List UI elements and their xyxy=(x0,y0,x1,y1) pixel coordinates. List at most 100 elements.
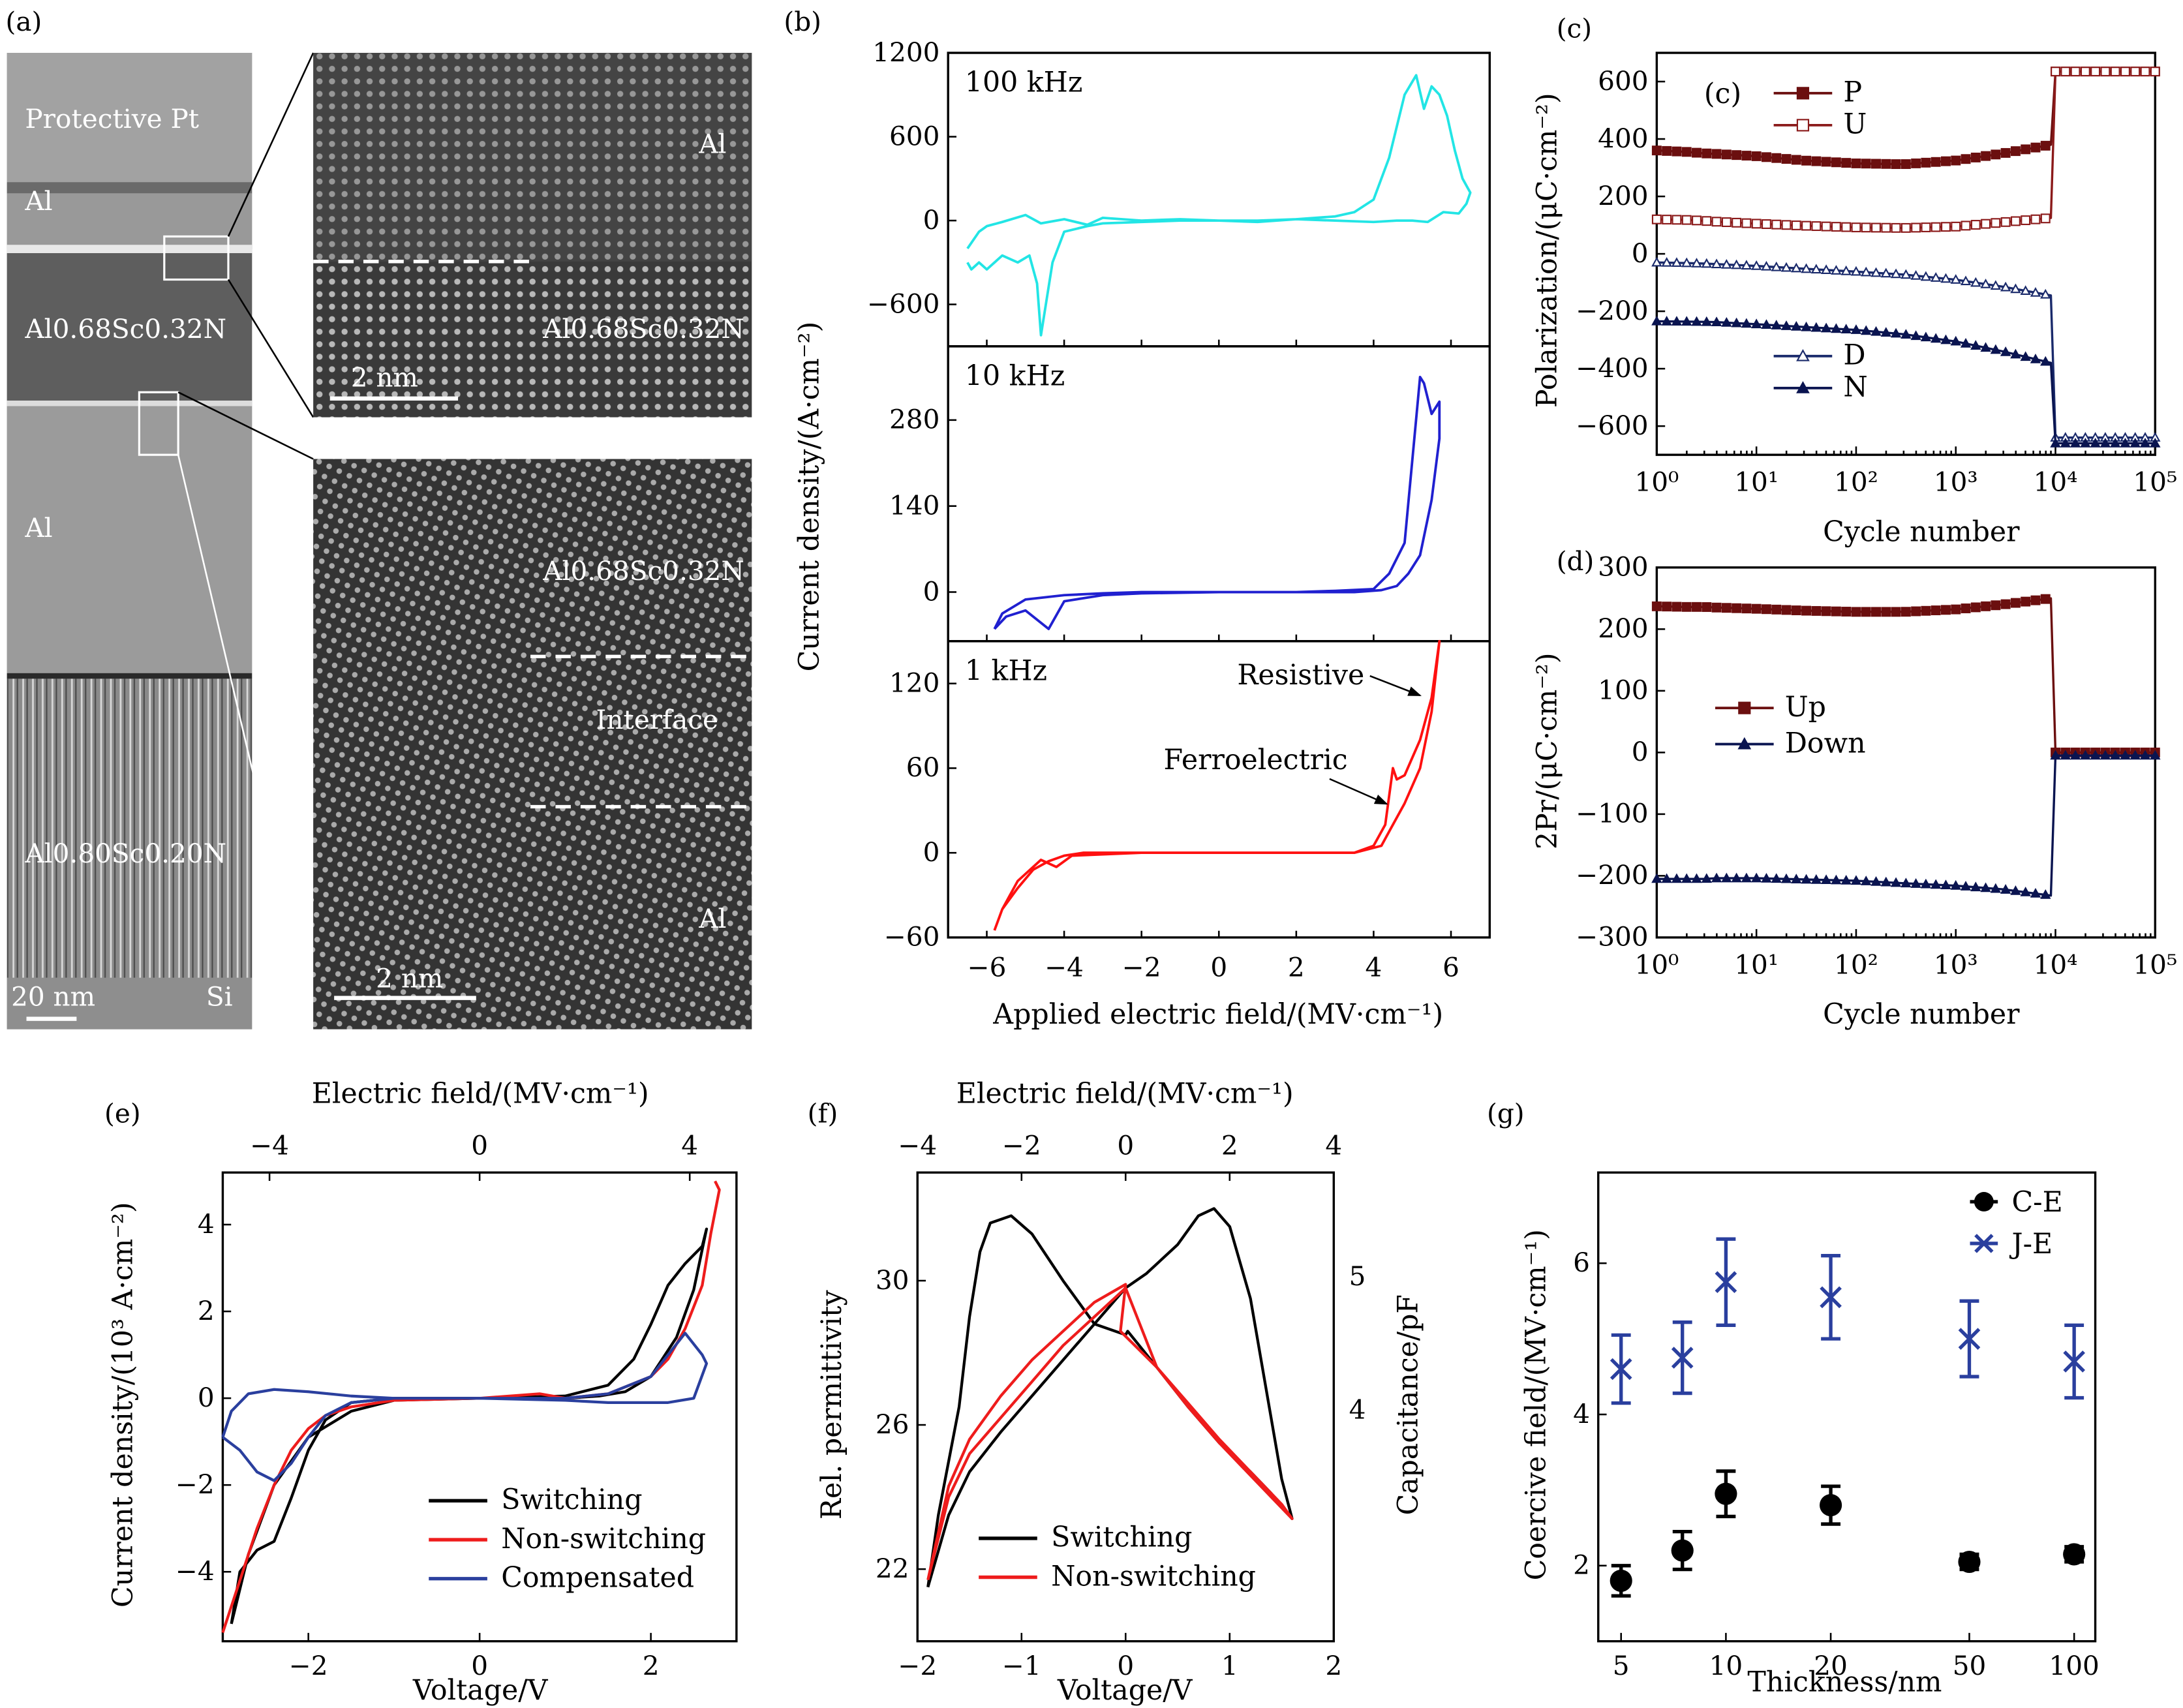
data-point xyxy=(1651,873,1662,883)
data-point xyxy=(2040,288,2051,299)
data-point xyxy=(1970,220,1981,230)
data-point xyxy=(1702,602,1712,612)
y-tick-label: −100 xyxy=(1576,798,1648,829)
data-point xyxy=(1991,149,2001,160)
data-point xyxy=(1732,603,1742,613)
data-point xyxy=(2139,750,2151,760)
data-point xyxy=(1960,337,1972,348)
data-point xyxy=(1960,881,1972,891)
data-point xyxy=(1891,222,1901,233)
data-point xyxy=(1810,874,1822,884)
data-point xyxy=(1870,267,1882,277)
data-point xyxy=(1861,876,1872,885)
data-point xyxy=(1662,602,1672,612)
y-tick-label: 0 xyxy=(923,836,940,868)
tem-overview: Protective Pt Al Al0.68Sc0.32N Al Al0.80… xyxy=(7,53,252,1029)
y-tick-label: 200 xyxy=(1598,613,1648,644)
legend-label-Compensated: Compensated xyxy=(501,1562,694,1594)
data-point xyxy=(1671,1539,1694,1562)
x-tick-label: 10⁰ xyxy=(1634,466,1679,498)
data-point xyxy=(2010,885,2021,895)
data-point xyxy=(1811,221,1822,232)
data-point xyxy=(2000,884,2011,894)
data-point xyxy=(1691,873,1702,883)
data-point xyxy=(1751,219,1762,229)
data-point xyxy=(1810,264,1822,274)
data-point xyxy=(1930,879,1942,889)
data-point xyxy=(1731,872,1742,883)
data-point xyxy=(1672,146,1682,157)
y-tick-label: 60 xyxy=(906,752,940,783)
y-tick-label: 6 xyxy=(1573,1247,1590,1278)
plot-frame xyxy=(1655,52,2157,456)
x2-tick-label: 0 xyxy=(1117,1130,1134,1161)
data-point xyxy=(2120,67,2130,77)
data-point xyxy=(1901,222,1911,233)
data-point xyxy=(1750,260,1762,270)
x-axis-label: Cycle number xyxy=(1823,998,2020,1031)
data-point xyxy=(1831,323,1842,333)
data-point xyxy=(1841,222,1852,232)
data-point xyxy=(1671,316,1683,326)
tem-label-alscn-032: Al0.68Sc0.32N xyxy=(24,313,226,344)
data-point xyxy=(1751,603,1762,614)
tem-label-al-mid: Al xyxy=(24,512,52,543)
y-axis-label: 2Pr/(μC·cm⁻²) xyxy=(1531,652,1564,849)
data-point xyxy=(1980,279,1991,288)
data-point xyxy=(1761,219,1771,229)
legend-marker xyxy=(1796,87,1810,100)
x-axis-label: Voltage/V xyxy=(412,1674,549,1707)
data-point xyxy=(1920,331,1932,342)
data-point xyxy=(1701,316,1712,326)
series-10-kHz xyxy=(993,376,1441,630)
data-point xyxy=(1801,263,1812,273)
data-point xyxy=(1741,260,1752,270)
x-tick-label: 2 xyxy=(1288,952,1305,983)
x-tick-label: 10² xyxy=(1834,949,1878,980)
data-point xyxy=(1891,159,1901,170)
y-tick-label: 400 xyxy=(1598,123,1648,154)
data-point xyxy=(1780,262,1792,272)
y-tick-label: −300 xyxy=(1576,921,1648,953)
tem-top-scale-bar xyxy=(329,396,459,401)
y-tick-label: 0 xyxy=(1632,237,1649,269)
data-point xyxy=(1771,873,1782,883)
data-point xyxy=(1711,217,1722,227)
data-point xyxy=(2120,437,2131,448)
data-point xyxy=(1711,258,1722,269)
data-point xyxy=(2000,217,2011,227)
y-tick-label: 1200 xyxy=(872,37,939,68)
data-point xyxy=(1821,606,1831,617)
series-100-kHz xyxy=(966,74,1472,337)
data-point xyxy=(1801,155,1812,166)
data-point xyxy=(1672,215,1682,225)
tem-overview-scale-label: 20 nm xyxy=(11,981,95,1012)
data-point xyxy=(2000,346,2011,356)
data-point xyxy=(2070,67,2081,77)
data-point xyxy=(1820,264,1832,275)
legend-label-Down: Down xyxy=(1785,727,1866,759)
data-point xyxy=(1811,605,1822,616)
data-point xyxy=(1715,1271,1737,1294)
tem-zoom-bottom: Al0.68Sc0.32N Interface Al 2 nm xyxy=(313,459,752,1029)
data-point xyxy=(1901,329,1912,339)
x-tick-label: 10¹ xyxy=(1734,466,1778,498)
y-tick-label: 2 xyxy=(1573,1549,1590,1581)
data-point xyxy=(1662,215,1672,225)
data-point xyxy=(1940,605,1951,615)
data-point xyxy=(1651,601,1662,611)
data-point xyxy=(1961,603,1971,613)
data-point xyxy=(1741,872,1752,883)
legend-label-P: P xyxy=(1843,76,1862,109)
y-tick-label: −200 xyxy=(1576,859,1648,891)
data-point xyxy=(1951,604,1961,615)
data-point xyxy=(1950,879,1961,890)
data-point xyxy=(1692,215,1702,226)
x2-tick-label: 2 xyxy=(1221,1130,1238,1161)
legend-label-J-E: J-E xyxy=(2009,1228,2053,1260)
data-point xyxy=(1651,145,1662,156)
y-tick-label: 0 xyxy=(923,204,940,236)
data-point xyxy=(2063,1543,2086,1566)
x-tick-label: 0 xyxy=(1210,952,1227,983)
y-tick-label: −4 xyxy=(176,1555,215,1587)
